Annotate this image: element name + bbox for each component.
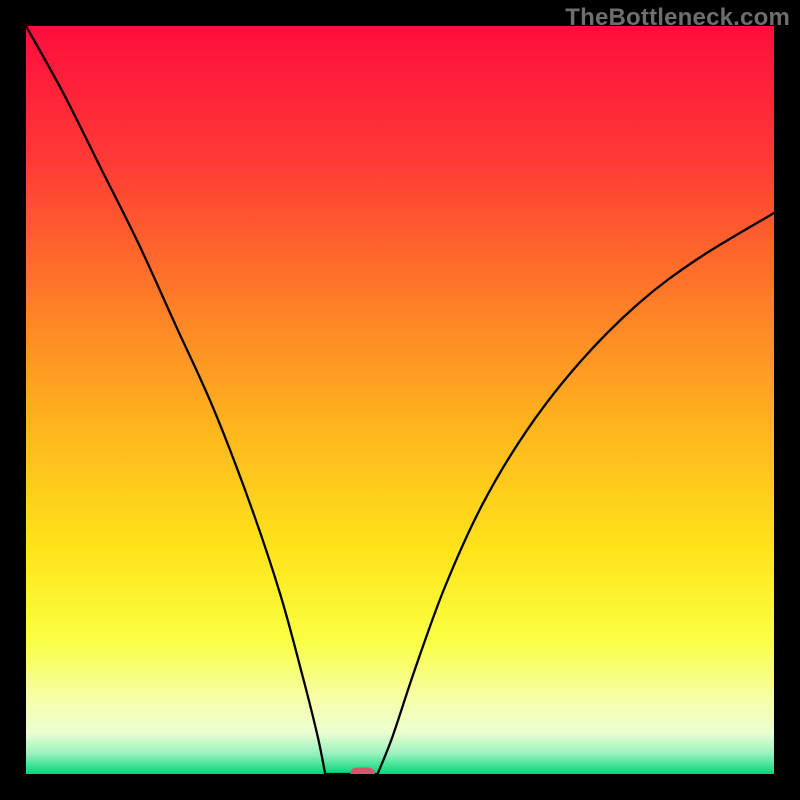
- chart-stage: TheBottleneck.com: [0, 0, 800, 800]
- bottleneck-chart: [0, 0, 800, 800]
- plot-background: [26, 26, 774, 774]
- watermark-text: TheBottleneck.com: [565, 4, 790, 32]
